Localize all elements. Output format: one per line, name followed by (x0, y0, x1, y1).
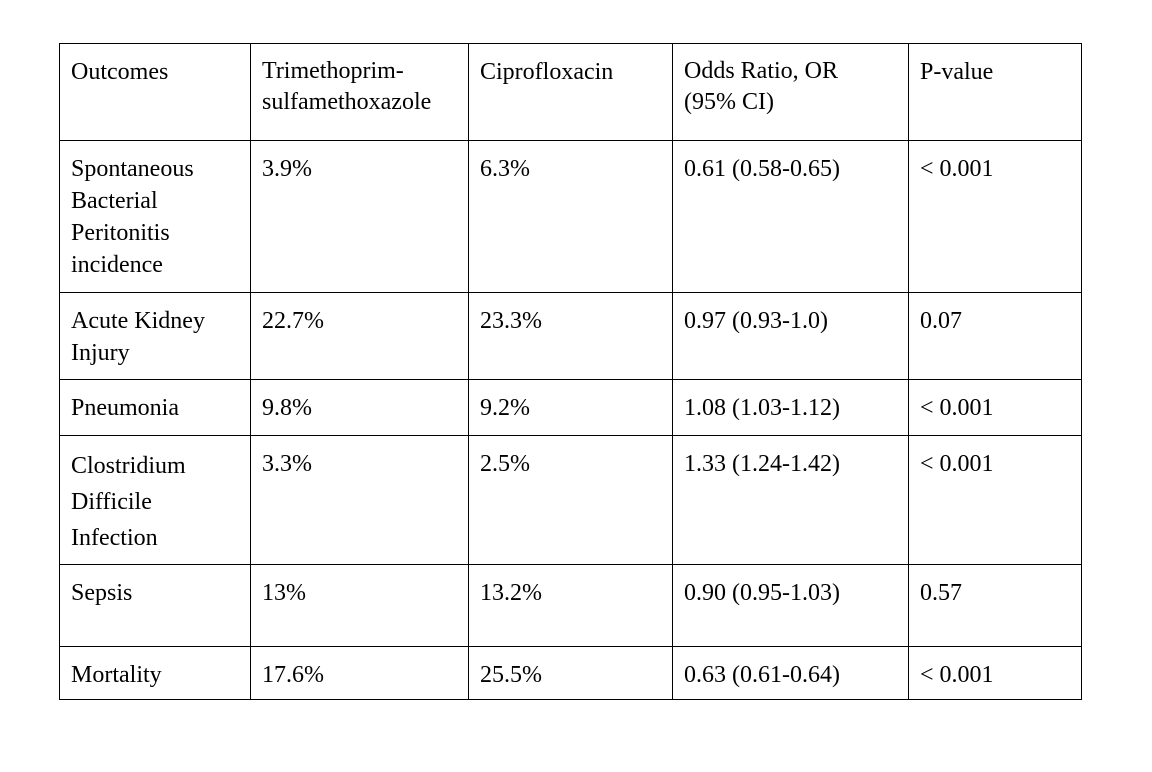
cell-tmp-smx: 3.9% (250, 140, 469, 293)
table-row: Spontaneous Bacterial Peritonitis incide… (59, 140, 1082, 293)
cell-ciprofloxacin: 13.2% (468, 564, 673, 647)
cell-p-value: 0.07 (908, 292, 1082, 380)
cell-outcome: Sepsis (59, 564, 251, 647)
cell-ciprofloxacin: 2.5% (468, 435, 673, 565)
table-row: Mortality 17.6% 25.5% 0.63 (0.61-0.64) <… (59, 646, 1082, 700)
table-row: Clostridium Difficile Infection 3.3% 2.5… (59, 435, 1082, 565)
header-outcomes: Outcomes (59, 43, 251, 141)
cell-odds-ratio: 0.90 (0.95-1.03) (672, 564, 909, 647)
cell-outcome: Spontaneous Bacterial Peritonitis incide… (59, 140, 251, 293)
cell-odds-ratio: 1.33 (1.24-1.42) (672, 435, 909, 565)
cell-outcome: Mortality (59, 646, 251, 700)
cell-ciprofloxacin: 25.5% (468, 646, 673, 700)
header-ciprofloxacin: Ciprofloxacin (468, 43, 673, 141)
cell-p-value: < 0.001 (908, 379, 1082, 436)
cell-outcome: Pneumonia (59, 379, 251, 436)
cell-p-value: < 0.001 (908, 140, 1082, 293)
cell-ciprofloxacin: 6.3% (468, 140, 673, 293)
cell-odds-ratio: 1.08 (1.03-1.12) (672, 379, 909, 436)
cell-ciprofloxacin: 9.2% (468, 379, 673, 436)
cell-outcome: Clostridium Difficile Infection (59, 435, 251, 565)
cell-p-value: 0.57 (908, 564, 1082, 647)
table-row: Acute Kidney Injury 22.7% 23.3% 0.97 (0.… (59, 292, 1082, 380)
table-row: Sepsis 13% 13.2% 0.90 (0.95-1.03) 0.57 (59, 564, 1082, 647)
cell-tmp-smx: 17.6% (250, 646, 469, 700)
cell-tmp-smx: 13% (250, 564, 469, 647)
header-odds-ratio: Odds Ratio, OR (95% CI) (672, 43, 909, 141)
cell-odds-ratio: 0.63 (0.61-0.64) (672, 646, 909, 700)
table-header-row: Outcomes Trimethoprim- sulfamethoxazole … (59, 43, 1082, 141)
header-trimethoprim-sulfamethoxazole: Trimethoprim- sulfamethoxazole (250, 43, 469, 141)
cell-odds-ratio: 0.97 (0.93-1.0) (672, 292, 909, 380)
cell-p-value: < 0.001 (908, 646, 1082, 700)
cell-tmp-smx: 9.8% (250, 379, 469, 436)
cell-tmp-smx: 22.7% (250, 292, 469, 380)
cell-tmp-smx: 3.3% (250, 435, 469, 565)
header-p-value: P-value (908, 43, 1082, 141)
cell-outcome: Acute Kidney Injury (59, 292, 251, 380)
cell-p-value: < 0.001 (908, 435, 1082, 565)
outcomes-comparison-table: Outcomes Trimethoprim- sulfamethoxazole … (59, 43, 1082, 700)
cell-odds-ratio: 0.61 (0.58-0.65) (672, 140, 909, 293)
cell-ciprofloxacin: 23.3% (468, 292, 673, 380)
table-row: Pneumonia 9.8% 9.2% 1.08 (1.03-1.12) < 0… (59, 379, 1082, 436)
